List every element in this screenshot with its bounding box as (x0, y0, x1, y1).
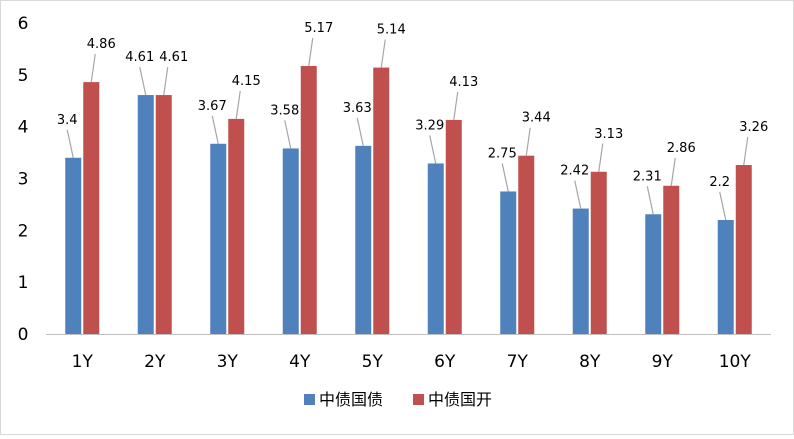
legend: 中债国债 中债国开 (304, 390, 492, 409)
data-label: 2.75 (488, 146, 517, 161)
data-label: 3.58 (270, 103, 299, 118)
bar-guozhai-4Y (282, 148, 299, 334)
x-tick-label: 8Y (579, 352, 601, 372)
bar-guokai-4Y (300, 66, 317, 334)
label-leader-line (380, 39, 386, 68)
label-leader-line (429, 135, 437, 164)
x-tick-label: 2Y (144, 352, 166, 372)
bar-guokai-3Y (228, 118, 245, 335)
x-axis-tick-labels: 1Y 2Y 3Y 4Y 5Y 6Y 7Y 8Y 9Y 10Y (72, 352, 752, 372)
bar-guokai-9Y (663, 185, 680, 334)
label-leader-line (501, 163, 509, 192)
data-labels-group: 3.4 4.86 4.61 4.61 3.67 4.15 3.58 5.17 3.63 5.14 3… (57, 21, 768, 190)
bar-guozhai-9Y (645, 214, 662, 334)
x-tick-label: 4Y (289, 352, 311, 372)
x-tick-label: 1Y (72, 352, 94, 372)
label-leader-line (308, 37, 314, 67)
data-label: 3.67 (198, 99, 227, 114)
label-leader-line (284, 120, 292, 149)
legend-label: 中债国开 (428, 390, 492, 409)
x-tick-label: 7Y (507, 352, 529, 372)
label-leader-line (525, 127, 531, 156)
bar-guozhai-10Y (717, 219, 734, 334)
bar-guozhai-7Y (500, 191, 517, 334)
label-leader-line (356, 117, 364, 146)
bar-guokai-8Y (590, 171, 607, 334)
x-tick-label: 6Y (434, 352, 456, 372)
data-label: 5.17 (304, 21, 333, 36)
data-label: 4.61 (159, 50, 188, 65)
label-leader-line (646, 186, 654, 215)
bar-guokai-2Y (155, 95, 172, 334)
x-tick-label: 3Y (217, 352, 239, 372)
x-tick-label: 10Y (719, 352, 752, 372)
bar-guozhai-5Y (355, 145, 372, 334)
data-label: 3.26 (739, 120, 768, 135)
data-label: 3.13 (594, 127, 623, 142)
data-label: 3.44 (522, 111, 551, 126)
legend-swatch (413, 394, 424, 405)
bar-guokai-10Y (735, 165, 752, 334)
bar-guozhai-3Y (210, 143, 227, 334)
label-leader-line (163, 66, 169, 96)
label-leader-line (139, 66, 147, 96)
bar-guozhai-1Y (65, 157, 82, 334)
label-leader-line (670, 157, 676, 186)
legend-label: 中债国债 (319, 390, 383, 409)
legend-swatch (304, 394, 315, 405)
y-tick-label: 2 (18, 221, 29, 241)
y-tick-label: 4 (18, 118, 29, 138)
x-tick-label: 5Y (362, 352, 384, 372)
bar-guozhai-2Y (137, 95, 154, 334)
y-tick-label: 1 (18, 273, 29, 293)
data-label: 2.86 (667, 141, 696, 156)
label-leader-line (574, 180, 582, 209)
data-label: 2.31 (633, 169, 662, 184)
y-tick-label: 5 (18, 66, 29, 86)
data-label: 2.2 (709, 175, 730, 190)
y-tick-label: 6 (18, 14, 29, 34)
bar-guozhai-6Y (427, 163, 444, 334)
data-label: 4.61 (125, 50, 154, 65)
bar-guokai-6Y (445, 119, 462, 334)
data-label: 5.14 (377, 23, 406, 38)
bar-guokai-5Y (373, 67, 390, 335)
label-leader-line (235, 90, 241, 119)
label-leader-line (743, 136, 749, 166)
y-tick-label: 0 (18, 325, 29, 345)
data-label: 3.4 (57, 113, 78, 128)
label-leader-line (453, 91, 459, 121)
bar-guokai-1Y (83, 82, 100, 334)
data-label: 2.42 (560, 164, 589, 179)
y-axis-tick-labels: 0 1 2 3 4 5 6 (18, 14, 29, 345)
bars-group (65, 66, 752, 335)
bar-guozhai-8Y (572, 208, 589, 334)
data-label: 3.29 (415, 118, 444, 133)
data-label: 4.15 (232, 74, 261, 89)
x-tick-label: 9Y (652, 352, 674, 372)
data-label: 4.86 (87, 37, 116, 52)
label-leader-line (66, 129, 74, 158)
y-tick-label: 3 (18, 170, 29, 190)
data-label: 3.63 (343, 101, 372, 116)
label-leader-lines (66, 37, 749, 221)
label-leader-line (90, 54, 96, 83)
bar-guokai-7Y (518, 155, 535, 334)
label-leader-line (598, 143, 604, 172)
label-leader-line (211, 115, 219, 144)
label-leader-line (719, 191, 727, 221)
data-label: 4.13 (449, 75, 478, 90)
